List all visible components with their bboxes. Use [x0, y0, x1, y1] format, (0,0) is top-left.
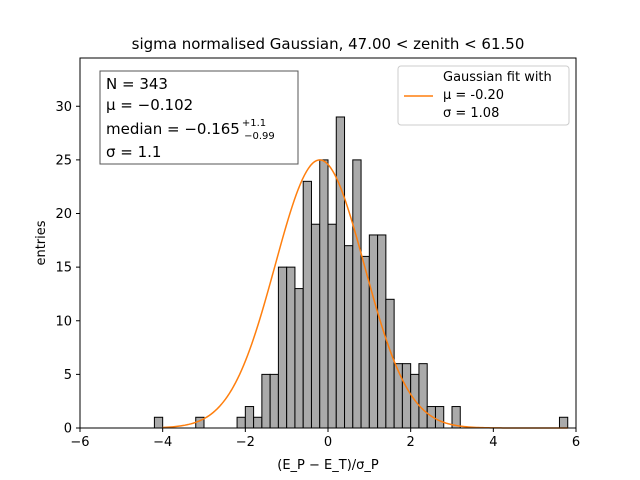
histogram-bar: [244, 406, 255, 429]
histogram-bar: [261, 373, 271, 429]
x-tick-label: −2: [236, 435, 255, 450]
legend-mu: μ = -0.20: [443, 88, 504, 103]
x-tick-label: 0: [324, 435, 332, 450]
histogram-bar: [418, 363, 428, 429]
histogram-bar: [558, 416, 569, 429]
stats-box: N = 343 μ = −0.102 median = −0.165 +1.1 −0…: [99, 70, 299, 165]
y-axis: 0 5 10 15 20 25 30: [55, 100, 80, 437]
histogram-bar: [368, 234, 379, 429]
x-axis: −6 −4 −2 0 2 4 6: [70, 428, 580, 450]
y-tick-label: 15: [55, 261, 72, 276]
x-axis-label: (E_P − E_T)/σ_P: [277, 458, 379, 473]
histogram-bar: [360, 255, 370, 429]
x-tick-label: 4: [489, 435, 497, 450]
histogram-bar: [153, 416, 164, 429]
histogram-bar: [319, 159, 329, 429]
x-tick-label: 6: [572, 435, 580, 450]
histogram-bar: [327, 223, 337, 429]
x-tick-label: 2: [407, 435, 415, 450]
stats-mu: μ = −0.102: [106, 96, 193, 114]
stats-median-lower: −0.99: [244, 131, 275, 142]
histogram-bar: [393, 363, 403, 429]
legend-label: Gaussian fit with: [443, 70, 552, 85]
histogram-bar: [335, 116, 346, 429]
stats-box-frame: [99, 70, 299, 165]
histogram-bar: [302, 180, 312, 429]
stats-median-value: median = −0.165: [106, 120, 240, 138]
histogram-bar: [253, 416, 263, 429]
y-tick-label: 30: [55, 100, 72, 115]
x-tick-label: −6: [70, 435, 89, 450]
histogram-bar: [385, 298, 395, 429]
legend-frame: [397, 65, 570, 126]
stats-median-upper: +1.1: [242, 118, 266, 129]
stats-median: median = −0.165 +1.1 −0.99: [106, 118, 275, 142]
legend-sigma: σ = 1.08: [443, 106, 499, 121]
histogram-bar: [236, 416, 246, 429]
y-tick-label: 5: [64, 368, 72, 383]
histogram-bar: [294, 288, 304, 429]
histogram-bar: [310, 223, 321, 429]
histogram-bar: [269, 373, 279, 429]
y-axis-label: entries: [34, 220, 49, 265]
histogram-bar: [377, 234, 387, 429]
chart-title: sigma normalised Gaussian, 47.00 < zenit…: [132, 35, 525, 53]
legend: Gaussian fit with μ = -0.20 σ = 1.08: [397, 65, 570, 126]
histogram-bar: [286, 266, 296, 429]
stats-sigma: σ = 1.1: [106, 143, 161, 161]
histogram-bar: [434, 406, 445, 429]
histogram-bar: [344, 245, 354, 429]
histogram-bars: [153, 116, 569, 429]
stats-n: N = 343: [106, 75, 168, 93]
histogram-bar: [277, 266, 288, 429]
y-tick-label: 20: [55, 207, 72, 222]
y-tick-label: 10: [55, 314, 72, 329]
x-tick-label: −4: [153, 435, 172, 450]
histogram-bar: [352, 159, 362, 429]
y-tick-label: 0: [64, 422, 72, 437]
y-tick-label: 25: [55, 153, 72, 168]
histogram-bar: [401, 363, 412, 429]
